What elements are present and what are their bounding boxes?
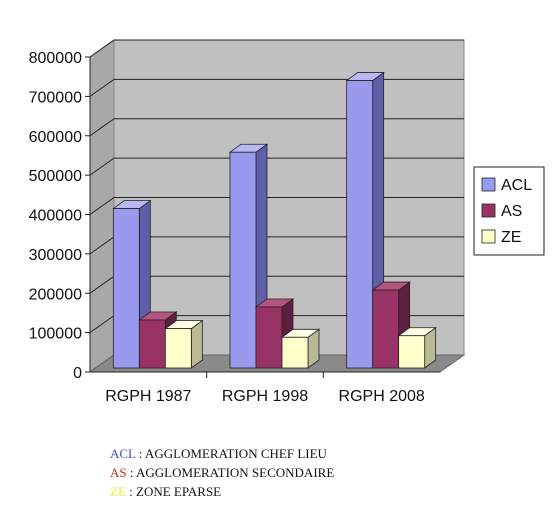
x-tick-label: RGPH 2008 xyxy=(339,388,425,405)
bar-acl-0 xyxy=(112,208,140,369)
note-as-text: : AGGLOMERATION SECONDAIRE xyxy=(126,465,335,480)
y-tick-label: 500000 xyxy=(29,168,82,185)
note-acl-abbr: ACL xyxy=(110,446,136,461)
legend-swatch-as xyxy=(481,203,496,218)
bar-ze-0 xyxy=(164,328,192,369)
y-tick-label: 0 xyxy=(73,365,82,382)
gridline-side xyxy=(89,236,115,255)
bar-ze-2 xyxy=(398,335,426,369)
x-tick-label: RGPH 1987 xyxy=(105,388,191,405)
note-acl: ACL : AGGLOMERATION CHEF LIEU xyxy=(110,444,334,463)
y-tick-label: 600000 xyxy=(29,129,82,146)
note-ze-abbr: ZE xyxy=(110,484,126,499)
y-tick-label: 800000 xyxy=(29,50,82,67)
gridline-side xyxy=(89,118,115,137)
x-tick-label: RGPH 1998 xyxy=(222,388,308,405)
gridline-side xyxy=(89,78,115,97)
bar-as-0 xyxy=(138,319,166,369)
gridline-side xyxy=(89,39,115,58)
bar-ze-1 xyxy=(281,336,309,369)
note-as-abbr: AS xyxy=(110,465,127,480)
y-tick-label: 300000 xyxy=(29,247,82,264)
legend-swatch-acl xyxy=(481,177,496,192)
y-tick-label: 400000 xyxy=(29,208,82,225)
gridline-side xyxy=(89,315,115,334)
note-ze-text: : ZONE EPARSE xyxy=(125,484,222,499)
y-tick-label: 200000 xyxy=(29,286,82,303)
legend-label-as: AS xyxy=(501,203,522,220)
legend-label-acl: ACL xyxy=(501,177,532,194)
bar-as-2 xyxy=(372,289,400,369)
bar-chart-3d: 0 100000 200000 300000 400000 500000 600000 700… xyxy=(29,39,545,405)
note-ze: ZE : ZONE EPARSE xyxy=(110,482,334,501)
bar-acl-1 xyxy=(229,151,257,369)
y-tick-label: 700000 xyxy=(29,89,82,106)
note-as: AS : AGGLOMERATION SECONDAIRE xyxy=(110,463,334,482)
gridline-side xyxy=(89,197,115,215)
gridline-side xyxy=(89,157,115,176)
abbreviation-notes: ACL : AGGLOMERATION CHEF LIEU AS : AGGLO… xyxy=(110,444,334,501)
bar-acl-2 xyxy=(346,80,374,369)
gridline-side xyxy=(89,275,115,294)
legend-swatch-ze xyxy=(481,229,496,244)
bar-as-1 xyxy=(255,306,283,369)
note-acl-text: : AGGLOMERATION CHEF LIEU xyxy=(135,446,327,461)
legend-label-ze: ZE xyxy=(501,229,521,246)
y-tick-label: 100000 xyxy=(29,326,82,343)
